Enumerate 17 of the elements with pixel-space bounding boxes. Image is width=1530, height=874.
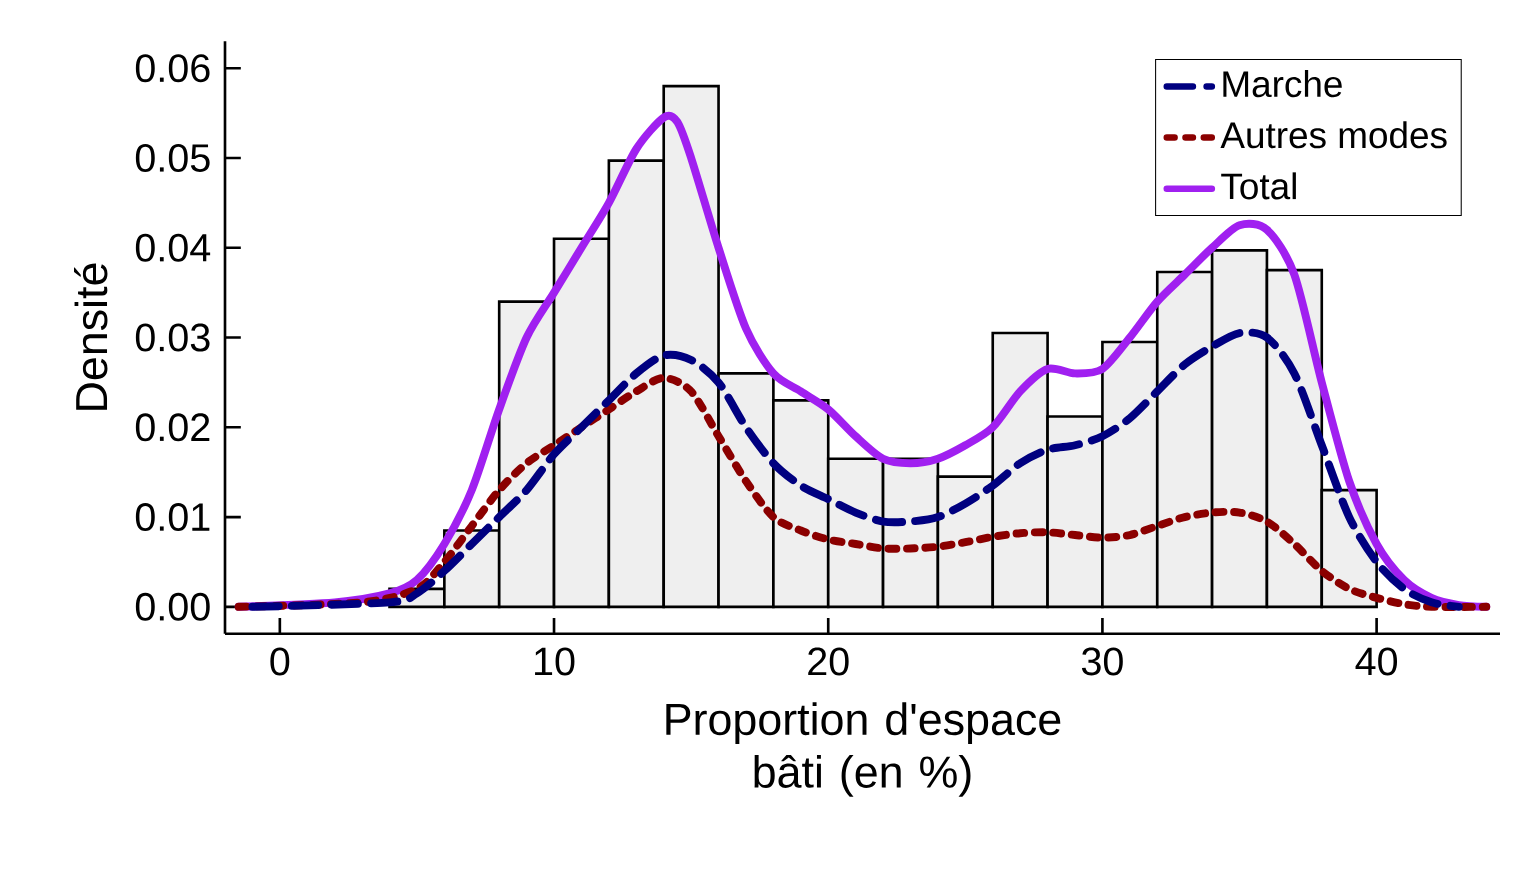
legend-label: Marche — [1223, 70, 1342, 98]
y-tick-label: 0.06 — [135, 54, 210, 83]
x-tick-label: 20 — [808, 647, 849, 676]
y-tick-label: 0.02 — [135, 413, 210, 442]
y-axis-title: Densité — [74, 263, 108, 410]
x-tick-label: 0 — [270, 647, 290, 676]
y-tick-label: 0.03 — [135, 323, 210, 352]
y-tick-label: 0.04 — [135, 233, 211, 262]
legend-label: Total — [1221, 172, 1296, 200]
y-tick-label: 0.00 — [135, 592, 210, 621]
legend-label: Autres modes — [1220, 121, 1447, 149]
x-tick-label: 40 — [1355, 647, 1398, 676]
x-axis-title: Proportion d'espace bâti (en %) — [666, 702, 1061, 797]
y-tick-label: 0.01 — [135, 503, 210, 532]
y-tick-label: 0.05 — [135, 144, 210, 173]
x-tick-label: 30 — [1081, 647, 1123, 676]
x-tick-label: 10 — [535, 647, 575, 676]
